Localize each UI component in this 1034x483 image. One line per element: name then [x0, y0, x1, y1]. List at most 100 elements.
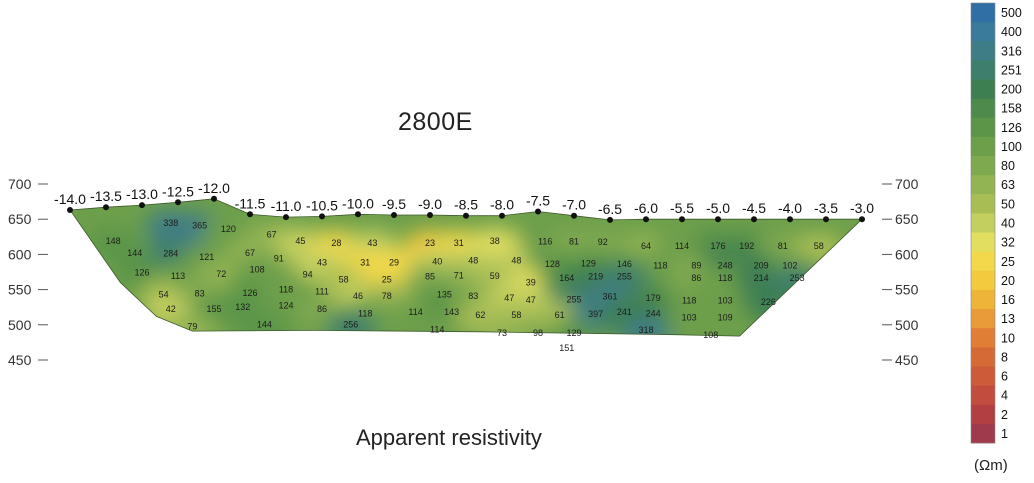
value-cell: [684, 322, 737, 337]
station-marker: [139, 202, 145, 209]
value-label: 102: [782, 261, 797, 271]
value-label: 143: [444, 307, 459, 317]
station-markers: -14.0 -13.5 -13.0 -12.5 -12.0 -11.5 -11.0 -10.5…: [54, 180, 874, 223]
legend-swatch: [971, 213, 995, 233]
legend-label: 100: [1001, 140, 1022, 154]
value-label: 148: [106, 236, 121, 246]
station-marker: [535, 208, 541, 215]
station-label: -9.5: [382, 196, 406, 212]
section-outline: [69, 198, 863, 337]
left-tick-label: 450: [8, 352, 32, 368]
value-label: 118: [279, 284, 293, 294]
section-colour-fill: [87, 210, 845, 337]
legend-swatch: [971, 232, 995, 253]
value-label: 397: [588, 309, 603, 319]
value-label: 179: [646, 293, 661, 303]
value-label: 155: [206, 304, 221, 314]
value-label: 192: [739, 241, 754, 251]
station-label: -11.5: [235, 195, 266, 211]
value-label: 318: [638, 325, 653, 335]
value-label: 114: [675, 241, 689, 251]
left-tick-label: 550: [8, 282, 32, 298]
value-labels: 148 338 365 120 144 284 121 126 113 72 67 67 91 108 94…: [106, 218, 824, 353]
legend-label: 25: [1001, 255, 1015, 269]
value-label: 83: [195, 289, 205, 299]
station-marker: [211, 195, 217, 202]
value-label: 114: [430, 325, 444, 335]
legend-swatch: [971, 290, 995, 310]
right-tick-label: 550: [895, 282, 919, 298]
value-label: 255: [617, 272, 632, 282]
value-label: 91: [274, 253, 284, 263]
station-label: -12.5: [162, 183, 194, 199]
legend-label: 316: [1001, 44, 1022, 58]
value-label: 72: [216, 269, 226, 279]
value-label: 209: [754, 261, 769, 271]
value-label: 151: [559, 343, 574, 353]
value-label: 120: [221, 224, 236, 234]
legend-swatch: [971, 41, 995, 61]
station-label: -11.0: [271, 198, 302, 214]
value-label: 129: [566, 328, 581, 338]
station-marker: [427, 212, 433, 218]
legend-swatch: [971, 156, 995, 176]
legend-label: 126: [1001, 121, 1022, 135]
right-tick-label: 500: [895, 317, 919, 333]
legend-swatch: [971, 136, 995, 157]
value-label: 146: [617, 259, 632, 269]
left-tick-label: 500: [8, 317, 32, 333]
value-cell: [202, 215, 255, 248]
value-cell: [548, 320, 600, 337]
value-label: 214: [754, 273, 769, 283]
value-label: 86: [691, 273, 701, 283]
value-label: 256: [343, 320, 358, 330]
value-label: 338: [163, 218, 178, 228]
right-tick-label: 450: [895, 352, 919, 368]
legend-swatch: [971, 309, 995, 329]
value-label: 248: [718, 261, 733, 271]
legend-swatch: [971, 175, 995, 195]
value-label: 43: [317, 258, 327, 268]
value-label: 43: [367, 238, 377, 248]
value-label: 71: [454, 270, 464, 280]
right-tick-label: 700: [895, 176, 919, 192]
value-label: 103: [718, 296, 733, 306]
value-label: 58: [814, 241, 824, 251]
value-label: 59: [490, 271, 500, 281]
station-label: -6.0: [634, 200, 658, 216]
station-label: -13.0: [126, 186, 158, 202]
legend-frame: [970, 2, 996, 444]
value-label: 48: [468, 256, 478, 266]
station-marker: [751, 216, 757, 223]
legend-units-label: (Ωm): [974, 457, 1008, 474]
legend-label: 500: [1001, 6, 1022, 20]
station-marker: [859, 216, 865, 223]
value-label: 81: [778, 241, 788, 251]
station-label: -5.5: [670, 200, 694, 216]
legend-swatch: [971, 366, 995, 386]
station-label: -10.5: [306, 197, 338, 213]
value-label: 48: [511, 256, 521, 266]
station-marker: [571, 212, 577, 219]
station-label: -4.0: [778, 200, 802, 216]
station-marker: [175, 199, 181, 206]
chart-subtitle: Apparent resistivity: [356, 425, 542, 450]
value-label: 47: [526, 295, 536, 305]
value-label: 132: [235, 302, 250, 312]
value-label: 39: [526, 277, 536, 287]
value-label: 28: [331, 238, 341, 248]
station-marker: [607, 216, 613, 223]
legend-label: 80: [1001, 159, 1015, 173]
legend-label: 1: [1001, 427, 1008, 441]
value-cell: [166, 313, 219, 337]
value-label: 94: [303, 270, 313, 280]
value-label: 116: [538, 237, 552, 247]
value-label: 38: [490, 236, 500, 246]
value-label: 144: [127, 248, 142, 258]
legend-swatch: [971, 423, 995, 444]
color-legend: 5004003162512001581261008063504032252016…: [970, 2, 1022, 444]
legend-label: 50: [1001, 197, 1015, 211]
station-label: -7.0: [562, 197, 586, 213]
value-label: 58: [511, 310, 521, 320]
legend-swatch: [971, 60, 995, 80]
